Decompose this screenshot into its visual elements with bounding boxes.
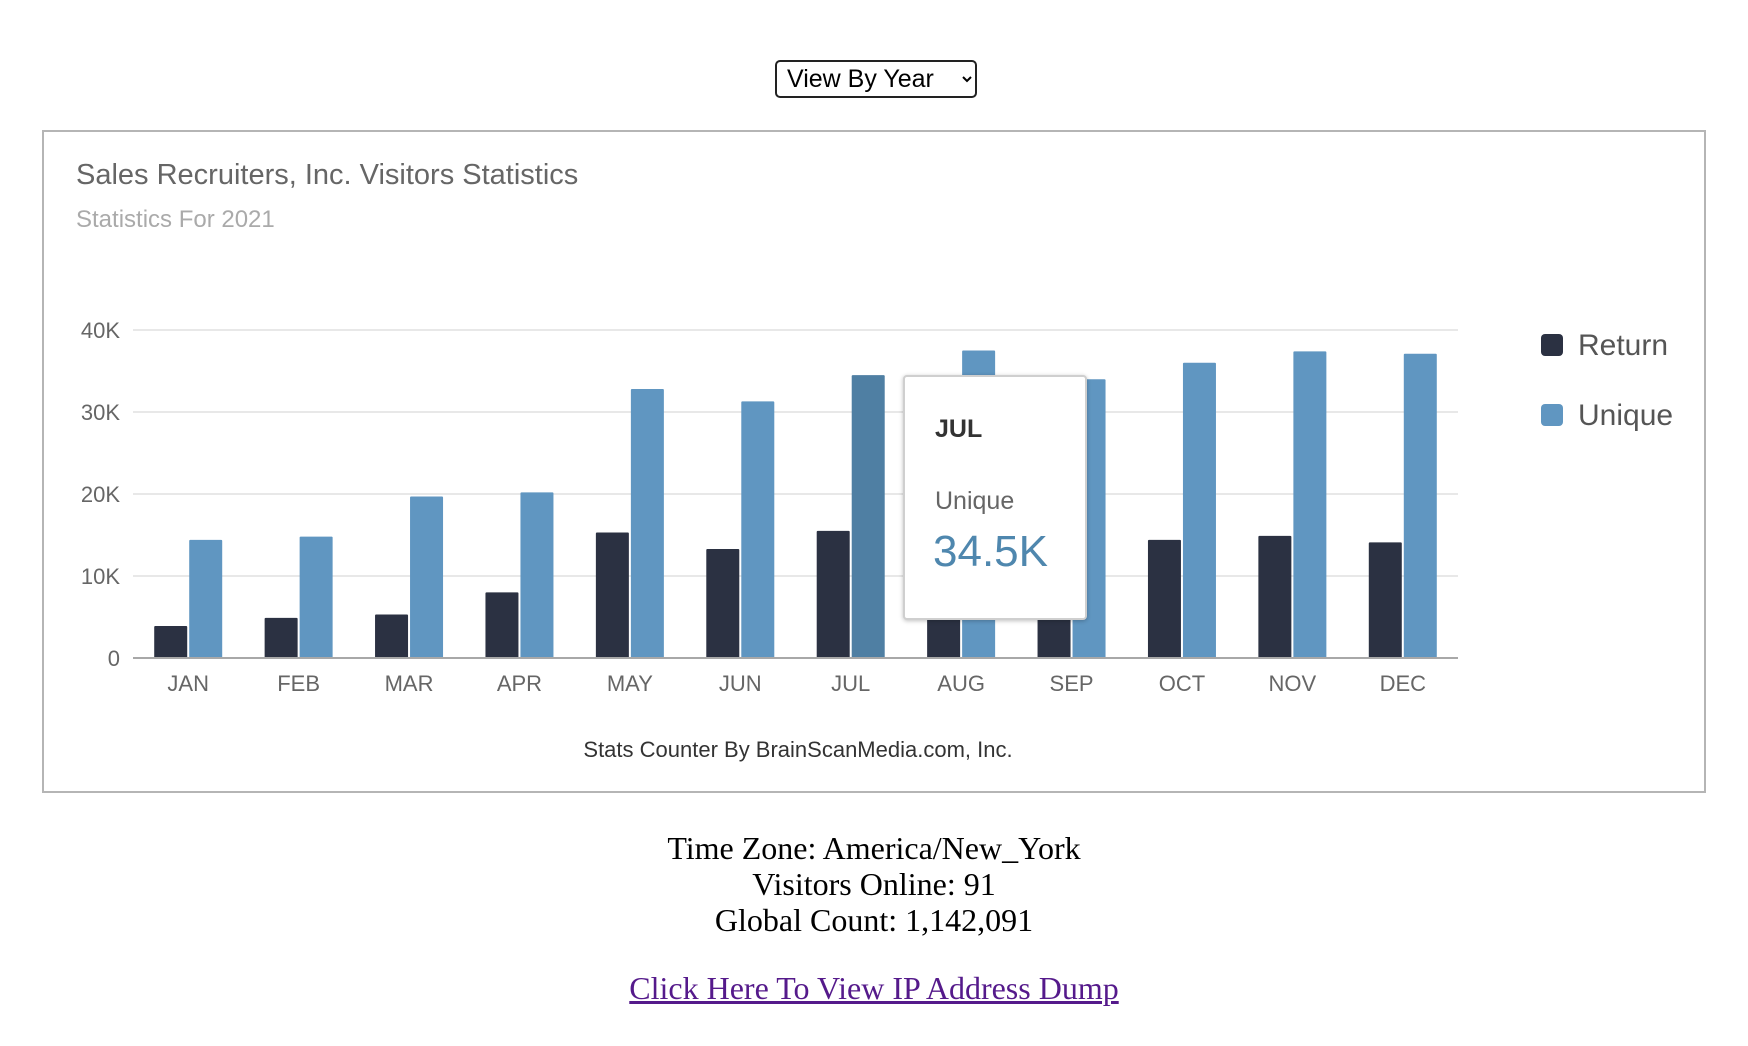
ip-dump-link[interactable]: Click Here To View IP Address Dump	[629, 970, 1119, 1006]
chart-subtitle: Statistics For 2021	[76, 206, 275, 233]
legend-label-unique[interactable]: Unique	[1578, 399, 1673, 432]
x-tick-label: MAY	[607, 671, 653, 696]
legend-swatch[interactable]	[1541, 404, 1563, 426]
visitors-online-text: Visitors Online: 91	[752, 866, 996, 902]
bar-return-oct[interactable]	[1147, 539, 1181, 658]
bar-unique-dec[interactable]	[1403, 353, 1437, 658]
bar-return-mar[interactable]	[375, 614, 409, 658]
view-by-select[interactable]: View By Year	[775, 60, 977, 98]
bar-return-apr[interactable]	[485, 592, 519, 658]
bar-return-may[interactable]	[595, 532, 629, 658]
tooltip-category: JUL	[935, 415, 983, 443]
x-tick-label: JAN	[167, 671, 209, 696]
x-tick-label: AUG	[937, 671, 985, 696]
legend-swatch[interactable]	[1541, 334, 1563, 356]
chart-tooltip: JUL Unique 34.5K	[903, 375, 1087, 620]
x-tick-label: DEC	[1380, 671, 1427, 696]
y-tick-label: 0	[108, 646, 120, 671]
tooltip-value: 34.5K	[933, 527, 1048, 576]
bar-return-jul[interactable]	[816, 530, 850, 658]
bar-unique-may[interactable]	[630, 389, 664, 658]
x-tick-label: MAR	[385, 671, 434, 696]
x-tick-label: SEP	[1050, 671, 1094, 696]
y-tick-label: 10K	[81, 564, 120, 589]
bar-chart: Sales Recruiters, Inc. Visitors Statisti…	[76, 159, 1673, 762]
bar-unique-jul[interactable]	[851, 375, 885, 658]
y-tick-label: 30K	[81, 400, 120, 425]
bar-unique-oct[interactable]	[1182, 362, 1216, 658]
bar-return-dec[interactable]	[1368, 542, 1402, 658]
legend-label-return[interactable]: Return	[1578, 329, 1668, 362]
y-tick-label: 40K	[81, 318, 120, 343]
global-count-text: Global Count: 1,142,091	[714, 902, 1034, 938]
bar-unique-mar[interactable]	[410, 496, 444, 658]
time-zone-text: Time Zone: America/New_York	[667, 830, 1081, 866]
x-tick-label: OCT	[1159, 671, 1205, 696]
x-tick-label: JUL	[831, 671, 870, 696]
bar-unique-feb[interactable]	[299, 536, 333, 658]
bar-unique-apr[interactable]	[520, 492, 554, 658]
bar-return-nov[interactable]	[1258, 535, 1292, 658]
x-tick-label: JUN	[719, 671, 762, 696]
y-tick-label: 20K	[81, 482, 120, 507]
bar-return-jun[interactable]	[706, 548, 740, 658]
tooltip-series: Unique	[935, 487, 1015, 515]
bar-unique-nov[interactable]	[1293, 351, 1327, 658]
chart-title: Sales Recruiters, Inc. Visitors Statisti…	[76, 159, 578, 191]
chart-container: Sales Recruiters, Inc. Visitors Statisti…	[42, 130, 1706, 793]
bar-return-feb[interactable]	[264, 617, 298, 658]
x-tick-label: APR	[497, 671, 542, 696]
ip-dump-link-wrap: Click Here To View IP Address Dump	[0, 970, 1748, 1007]
bar-unique-jun[interactable]	[741, 401, 775, 658]
x-tick-label: NOV	[1269, 671, 1317, 696]
bar-return-jan[interactable]	[154, 626, 188, 658]
chart-credits[interactable]: Stats Counter By BrainScanMedia.com, Inc…	[583, 737, 1012, 762]
x-tick-label: FEB	[277, 671, 320, 696]
bar-unique-jan[interactable]	[189, 539, 223, 658]
